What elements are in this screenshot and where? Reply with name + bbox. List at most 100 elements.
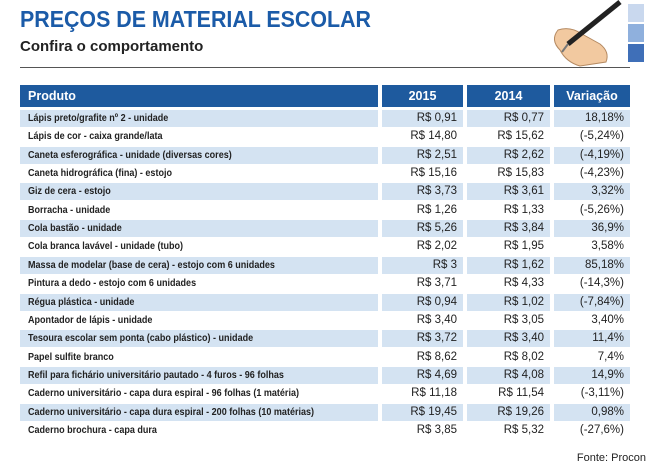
price-cell: R$ 3,40 bbox=[467, 330, 550, 348]
price-cell: R$ 4,08 bbox=[467, 366, 550, 384]
variation-cell: 0,98% bbox=[554, 403, 630, 421]
product-cell: Refil para fichário universitário pautad… bbox=[20, 366, 378, 384]
price-cell: R$ 0,77 bbox=[467, 110, 550, 127]
price-cell: R$ 2,51 bbox=[382, 146, 463, 164]
variation-cell: (-4,19%) bbox=[554, 146, 630, 164]
product-cell: Lápis de cor - caixa grande/lata bbox=[20, 128, 378, 146]
cell-text: Caneta hidrográfica (fina) - estojo bbox=[28, 167, 172, 180]
column-header: Variação bbox=[554, 85, 630, 107]
variation-cell: (-5,26%) bbox=[554, 201, 630, 219]
price-cell: R$ 5,32 bbox=[467, 421, 550, 439]
product-cell: Cola bastão - unidade bbox=[20, 220, 378, 238]
price-cell: R$ 0,91 bbox=[382, 110, 463, 127]
cell-text: Cola branca lavável - unidade (tubo) bbox=[28, 240, 184, 253]
variation-cell: 3,32% bbox=[554, 183, 630, 201]
cell-text: Caderno universitário - capa dura espira… bbox=[28, 405, 315, 418]
product-cell: Borracha - unidade bbox=[20, 201, 378, 219]
price-cell: R$ 8,62 bbox=[382, 348, 463, 366]
price-cell: R$ 1,62 bbox=[467, 256, 550, 274]
cell-text: Refil para fichário universitário pautad… bbox=[28, 368, 284, 381]
product-cell: Caneta hidrográfica (fina) - estojo bbox=[20, 165, 378, 183]
product-cell: Apontador de lápis - unidade bbox=[20, 311, 378, 329]
variation-cell: (-3,11%) bbox=[554, 385, 630, 403]
product-cell: Lápis preto/grafite nº 2 - unidade bbox=[20, 110, 378, 127]
price-cell: R$ 15,62 bbox=[467, 128, 550, 146]
cell-text: Caderno universitário - capa dura espira… bbox=[28, 387, 299, 400]
price-cell: R$ 3,40 bbox=[382, 311, 463, 329]
price-cell: R$ 3 bbox=[382, 256, 463, 274]
column-header: 2014 bbox=[467, 85, 550, 107]
variation-cell: 18,18% bbox=[554, 110, 630, 127]
price-cell: R$ 11,54 bbox=[467, 385, 550, 403]
variation-cell: (-5,24%) bbox=[554, 128, 630, 146]
variation-cell: (-7,84%) bbox=[554, 293, 630, 311]
cell-text: Borracha - unidade bbox=[28, 203, 111, 216]
cell-text: Caneta esferográfica - unidade (diversas… bbox=[28, 148, 232, 161]
pen-hand-icon bbox=[554, 0, 644, 67]
cell-text: Papel sulfite branco bbox=[28, 350, 114, 363]
cell-text: Tesoura escolar sem ponta (cabo plástico… bbox=[28, 332, 254, 345]
price-cell: R$ 19,45 bbox=[382, 403, 463, 421]
variation-cell: 14,9% bbox=[554, 366, 630, 384]
price-cell: R$ 5,26 bbox=[382, 220, 463, 238]
variation-cell: 3,40% bbox=[554, 311, 630, 329]
divider bbox=[20, 67, 630, 68]
subtitle: Confira o comportamento bbox=[20, 38, 204, 55]
price-cell: R$ 0,94 bbox=[382, 293, 463, 311]
price-cell: R$ 3,61 bbox=[467, 183, 550, 201]
price-cell: R$ 15,83 bbox=[467, 165, 550, 183]
cell-text: Giz de cera - estojo bbox=[28, 185, 111, 198]
cell-text: Caderno brochura - capa dura bbox=[28, 423, 157, 436]
price-cell: R$ 3,05 bbox=[467, 311, 550, 329]
cell-text: Apontador de lápis - unidade bbox=[28, 313, 153, 326]
price-cell: R$ 1,95 bbox=[467, 238, 550, 256]
product-cell: Giz de cera - estojo bbox=[20, 183, 378, 201]
price-cell: R$ 1,33 bbox=[467, 201, 550, 219]
variation-cell: 3,58% bbox=[554, 238, 630, 256]
variation-cell: (-14,3%) bbox=[554, 275, 630, 293]
product-cell: Régua plástica - unidade bbox=[20, 293, 378, 311]
cell-text: Lápis de cor - caixa grande/lata bbox=[28, 130, 163, 143]
cell-text: Régua plástica - unidade bbox=[28, 295, 135, 308]
cell-text: Massa de modelar (base de cera) - estojo… bbox=[28, 258, 275, 271]
column-header: Produto bbox=[20, 85, 378, 107]
product-cell: Caderno universitário - capa dura espira… bbox=[20, 403, 378, 421]
variation-cell: (-27,6%) bbox=[554, 421, 630, 439]
price-cell: R$ 19,26 bbox=[467, 403, 550, 421]
price-cell: R$ 1,26 bbox=[382, 201, 463, 219]
cell-text: Lápis preto/grafite nº 2 - unidade bbox=[28, 112, 169, 124]
price-cell: R$ 3,73 bbox=[382, 183, 463, 201]
price-cell: R$ 2,62 bbox=[467, 146, 550, 164]
product-cell: Massa de modelar (base de cera) - estojo… bbox=[20, 256, 378, 274]
price-cell: R$ 14,80 bbox=[382, 128, 463, 146]
price-cell: R$ 3,85 bbox=[382, 421, 463, 439]
variation-cell: 11,4% bbox=[554, 330, 630, 348]
product-cell: Caneta esferográfica - unidade (diversas… bbox=[20, 146, 378, 164]
cell-text: Pintura a dedo - estojo com 6 unidades bbox=[28, 277, 197, 290]
source: Fonte: Procon bbox=[576, 452, 646, 464]
product-cell: Papel sulfite branco bbox=[20, 348, 378, 366]
cell-text: Cola bastão - unidade bbox=[28, 222, 122, 235]
variation-cell: 85,18% bbox=[554, 256, 630, 274]
column-header: 2015 bbox=[382, 85, 463, 107]
price-cell: R$ 15,16 bbox=[382, 165, 463, 183]
product-cell: Caderno brochura - capa dura bbox=[20, 421, 378, 439]
price-cell: R$ 4,69 bbox=[382, 366, 463, 384]
price-cell: R$ 1,02 bbox=[467, 293, 550, 311]
price-cell: R$ 3,72 bbox=[382, 330, 463, 348]
product-cell: Cola branca lavável - unidade (tubo) bbox=[20, 238, 378, 256]
price-cell: R$ 3,71 bbox=[382, 275, 463, 293]
product-cell: Caderno universitário - capa dura espira… bbox=[20, 385, 378, 403]
price-cell: R$ 8,02 bbox=[467, 348, 550, 366]
title: PREÇOS DE MATERIAL ESCOLAR bbox=[20, 6, 371, 32]
variation-cell: 7,4% bbox=[554, 348, 630, 366]
price-cell: R$ 11,18 bbox=[382, 385, 463, 403]
price-cell: R$ 4,33 bbox=[467, 275, 550, 293]
product-cell: Tesoura escolar sem ponta (cabo plástico… bbox=[20, 330, 378, 348]
price-cell: R$ 3,84 bbox=[467, 220, 550, 238]
variation-cell: (-4,23%) bbox=[554, 165, 630, 183]
price-cell: R$ 2,02 bbox=[382, 238, 463, 256]
variation-cell: 36,9% bbox=[554, 220, 630, 238]
product-cell: Pintura a dedo - estojo com 6 unidades bbox=[20, 275, 378, 293]
